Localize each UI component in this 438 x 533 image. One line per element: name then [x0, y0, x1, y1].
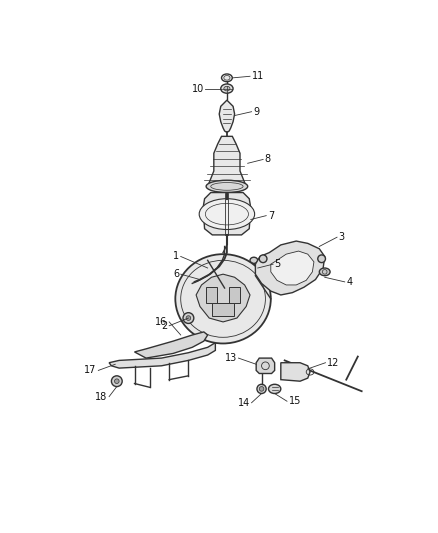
- Polygon shape: [229, 287, 240, 303]
- Polygon shape: [255, 241, 324, 295]
- Text: 2: 2: [161, 321, 167, 331]
- Text: 10: 10: [191, 84, 203, 94]
- Text: 5: 5: [274, 259, 280, 269]
- Polygon shape: [134, 332, 207, 358]
- Ellipse shape: [318, 268, 329, 276]
- Text: 3: 3: [338, 232, 344, 242]
- Ellipse shape: [183, 313, 193, 324]
- Polygon shape: [206, 287, 216, 303]
- Text: 6: 6: [173, 269, 179, 279]
- Ellipse shape: [250, 273, 256, 278]
- Text: 8: 8: [264, 155, 270, 165]
- Ellipse shape: [317, 255, 325, 263]
- Ellipse shape: [259, 255, 266, 263]
- Ellipse shape: [221, 74, 232, 82]
- Ellipse shape: [114, 379, 119, 384]
- Ellipse shape: [268, 384, 280, 393]
- Text: 15: 15: [288, 396, 300, 406]
- Text: 18: 18: [95, 392, 107, 401]
- Ellipse shape: [223, 86, 230, 91]
- Polygon shape: [256, 358, 274, 374]
- Text: 11: 11: [251, 71, 263, 81]
- Polygon shape: [109, 343, 215, 368]
- Ellipse shape: [111, 376, 122, 386]
- Text: 4: 4: [346, 277, 352, 287]
- Ellipse shape: [186, 316, 190, 320]
- Polygon shape: [270, 251, 313, 285]
- Text: 1: 1: [173, 252, 179, 262]
- Polygon shape: [196, 274, 250, 322]
- Polygon shape: [219, 100, 234, 133]
- Ellipse shape: [220, 84, 233, 93]
- Text: 12: 12: [326, 358, 339, 368]
- Ellipse shape: [199, 199, 254, 230]
- Text: 17: 17: [84, 366, 96, 375]
- Ellipse shape: [206, 180, 247, 192]
- Ellipse shape: [259, 386, 263, 391]
- Polygon shape: [203, 192, 250, 235]
- Polygon shape: [280, 363, 309, 381]
- Text: 14: 14: [237, 398, 250, 408]
- Text: 13: 13: [224, 353, 237, 363]
- Text: 7: 7: [267, 211, 273, 221]
- Ellipse shape: [175, 254, 270, 343]
- Text: 9: 9: [253, 107, 258, 117]
- Ellipse shape: [250, 257, 257, 263]
- Polygon shape: [207, 136, 246, 187]
- Ellipse shape: [256, 384, 265, 393]
- Text: 16: 16: [155, 317, 167, 327]
- Polygon shape: [212, 303, 233, 316]
